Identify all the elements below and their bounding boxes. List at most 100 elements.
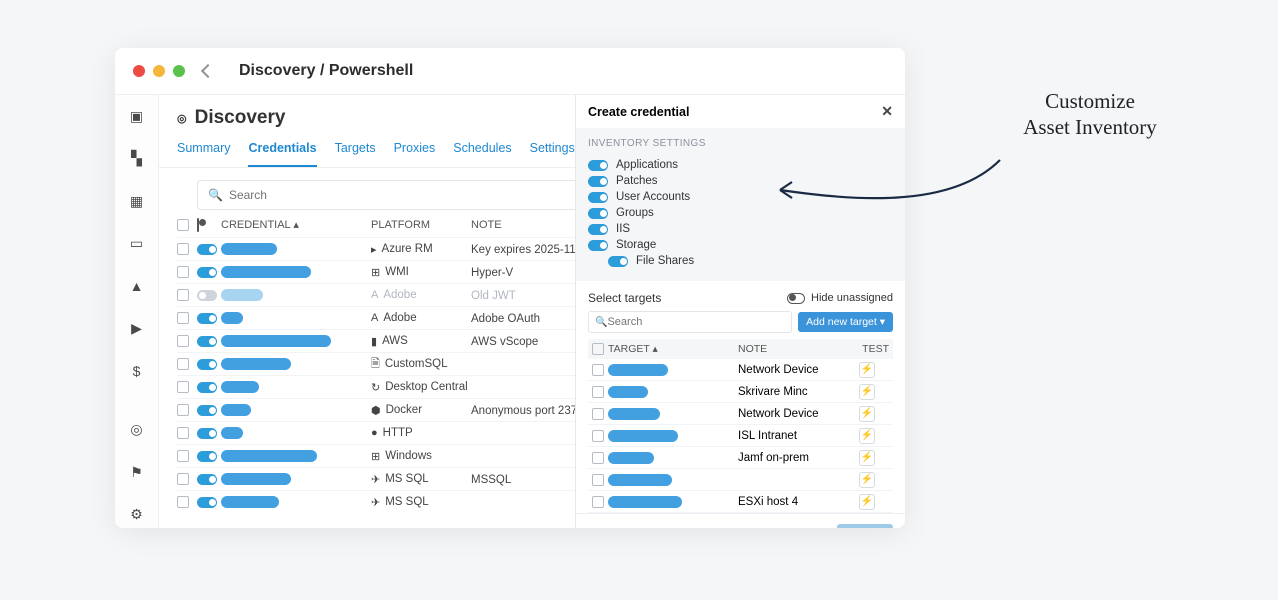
credential-bar	[221, 404, 251, 416]
row-toggle[interactable]	[197, 290, 217, 301]
tab-proxies[interactable]: Proxies	[394, 141, 436, 167]
window-max-dot[interactable]	[173, 65, 185, 77]
rail-icon-2[interactable]: ▦	[121, 188, 153, 215]
platform-icon: ⊞	[371, 266, 380, 279]
inventory-item[interactable]: File Shares	[588, 253, 893, 269]
test-button[interactable]: ⚡	[859, 428, 875, 444]
inventory-toggle[interactable]	[588, 240, 608, 251]
inventory-item[interactable]: IIS	[588, 221, 893, 237]
targets-select-all[interactable]	[592, 343, 604, 355]
test-button[interactable]: ⚡	[859, 406, 875, 422]
row-toggle[interactable]	[197, 382, 217, 393]
tab-targets[interactable]: Targets	[335, 141, 376, 167]
credential-bar	[221, 358, 291, 370]
rail-icon-6[interactable]: $	[121, 358, 153, 385]
row-toggle[interactable]	[197, 405, 217, 416]
window-close-dot[interactable]	[133, 65, 145, 77]
target-checkbox[interactable]	[592, 364, 604, 376]
row-checkbox[interactable]	[177, 473, 189, 485]
row-toggle[interactable]	[197, 451, 217, 462]
inventory-toggle[interactable]	[588, 208, 608, 219]
add-target-button[interactable]: Add new target ▾	[798, 312, 893, 332]
inventory-toggle[interactable]	[608, 256, 628, 267]
inventory-toggle[interactable]	[588, 160, 608, 171]
credential-bar	[221, 266, 311, 278]
note-text: Anonymous port 2375	[471, 405, 584, 417]
save-button[interactable]: Save	[837, 524, 894, 528]
tab-schedules[interactable]: Schedules	[453, 141, 511, 167]
rail-icon-1[interactable]: ▚	[121, 146, 153, 173]
row-checkbox[interactable]	[177, 312, 189, 324]
col-platform[interactable]: PLATFORM	[371, 219, 471, 231]
target-checkbox[interactable]	[592, 386, 604, 398]
row-checkbox[interactable]	[177, 335, 189, 347]
target-checkbox[interactable]	[592, 430, 604, 442]
target-checkbox[interactable]	[592, 408, 604, 420]
rail-icon-10[interactable]: ⚙	[121, 502, 153, 529]
test-button[interactable]: ⚡	[859, 472, 875, 488]
select-all-checkbox[interactable]	[177, 219, 189, 231]
row-checkbox[interactable]	[177, 404, 189, 416]
col-target-note[interactable]: NOTE	[738, 343, 859, 355]
inventory-label: Patches	[616, 175, 658, 187]
target-checkbox[interactable]	[592, 474, 604, 486]
test-button[interactable]: ⚡	[859, 384, 875, 400]
row-toggle[interactable]	[197, 359, 217, 370]
row-checkbox[interactable]	[177, 358, 189, 370]
rail-icon-5[interactable]: ▶	[121, 316, 153, 343]
close-icon[interactable]: ✕	[881, 103, 893, 120]
row-toggle[interactable]	[197, 474, 217, 485]
tab-settings[interactable]: Settings	[530, 141, 575, 167]
platform-icon: 🗎	[371, 355, 380, 374]
col-test[interactable]: TEST	[859, 343, 893, 355]
search-icon: 🔍	[595, 317, 607, 328]
test-button[interactable]: ⚡	[859, 362, 875, 378]
tab-credentials[interactable]: Credentials	[248, 141, 316, 167]
inventory-toggle[interactable]	[588, 192, 608, 203]
row-checkbox[interactable]	[177, 450, 189, 462]
target-checkbox[interactable]	[592, 452, 604, 464]
rail-icon-0[interactable]: ▣	[121, 103, 153, 130]
test-button[interactable]: ⚡	[859, 450, 875, 466]
toggle-all-icon[interactable]	[197, 218, 199, 232]
row-checkbox[interactable]	[177, 496, 189, 508]
row-checkbox[interactable]	[177, 243, 189, 255]
row-checkbox[interactable]	[177, 427, 189, 439]
inventory-item[interactable]: Storage	[588, 237, 893, 253]
target-row[interactable]: ⚡	[588, 469, 893, 491]
tab-summary[interactable]: Summary	[177, 141, 230, 167]
row-checkbox[interactable]	[177, 289, 189, 301]
target-row[interactable]: Network Device⚡	[588, 359, 893, 381]
target-checkbox[interactable]	[592, 496, 604, 508]
col-target[interactable]: TARGET ▴	[608, 343, 738, 355]
row-toggle[interactable]	[197, 336, 217, 347]
inventory-toggle[interactable]	[588, 176, 608, 187]
target-row[interactable]: Jamf on-prem⚡	[588, 447, 893, 469]
row-checkbox[interactable]	[177, 266, 189, 278]
row-checkbox[interactable]	[177, 381, 189, 393]
row-toggle[interactable]	[197, 497, 217, 508]
row-toggle[interactable]	[197, 428, 217, 439]
rail-icon-8[interactable]: ◎	[121, 417, 153, 444]
target-row[interactable]: ISL Intranet⚡	[588, 425, 893, 447]
target-row[interactable]: Skrivare Minc⚡	[588, 381, 893, 403]
platform-icon: A	[371, 312, 378, 324]
target-row[interactable]: ESXi host 4⚡	[588, 491, 893, 513]
row-toggle[interactable]	[197, 244, 217, 255]
row-toggle[interactable]	[197, 313, 217, 324]
rail-icon-9[interactable]: ⚑	[121, 459, 153, 486]
test-button[interactable]: ⚡	[859, 494, 875, 510]
inventory-toggle[interactable]	[588, 224, 608, 235]
back-icon[interactable]	[201, 64, 215, 78]
targets-search-input[interactable]	[607, 316, 785, 328]
row-toggle[interactable]	[197, 267, 217, 278]
target-bar	[608, 386, 648, 398]
col-credential[interactable]: CREDENTIAL ▴	[221, 218, 371, 231]
window-min-dot[interactable]	[153, 65, 165, 77]
target-row[interactable]: Network Device⚡	[588, 403, 893, 425]
hide-unassigned-toggle[interactable]: Hide unassigned	[787, 292, 893, 304]
hide-unassigned-label: Hide unassigned	[811, 292, 893, 304]
rail-icon-3[interactable]: ▭	[121, 231, 153, 258]
credential-bar	[221, 473, 291, 485]
rail-icon-4[interactable]: ▲	[121, 273, 153, 300]
